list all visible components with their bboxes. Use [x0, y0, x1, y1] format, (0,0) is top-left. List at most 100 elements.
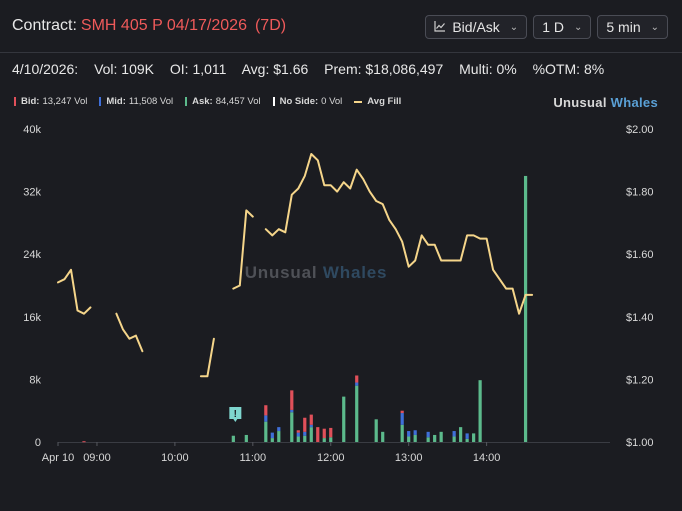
- chart-mode-dropdown[interactable]: Bid/Ask ⌄: [425, 15, 528, 39]
- stat-otm: %OTM: 8%: [532, 61, 605, 77]
- volume-bar-ask: [342, 396, 346, 442]
- stat-date: 4/10/2026:: [12, 61, 79, 77]
- legend-ask-label: Ask:: [192, 96, 213, 107]
- volume-bar-ask: [277, 431, 281, 442]
- y-right-tick-label: $1.60: [626, 249, 654, 261]
- volume-bar-ask: [433, 434, 437, 442]
- avg-fill-segment: [264, 153, 534, 315]
- volume-bar-mid: [309, 424, 313, 428]
- volume-bar-mid: [452, 431, 456, 437]
- contract-label: Contract:: [12, 17, 77, 34]
- chart-controls: Bid/Ask ⌄ 1 D ⌄ 5 min ⌄: [425, 15, 668, 39]
- volume-bar-mid: [413, 430, 417, 435]
- avg-fill-line: [57, 153, 534, 378]
- legend-mid[interactable]: Mid: 11,508 Vol: [99, 96, 173, 107]
- volume-bar-ask: [400, 424, 404, 442]
- volume-bar-bid: [400, 410, 404, 414]
- volume-bar-ask: [231, 435, 235, 442]
- options-volume-chart: Unusual Whales 0 8k 16k 24k 32k 40k $1.00 $1.2…: [23, 124, 654, 464]
- volume-bar-ask: [322, 438, 326, 442]
- y-axis-right: $1.00 $1.20 $1.40 $1.60 $1.80 $2.00: [626, 124, 654, 449]
- volume-bar-ask: [407, 436, 411, 442]
- volume-bar-mid: [355, 382, 359, 386]
- line-chart-icon: [434, 19, 446, 35]
- no-side-swatch: [272, 97, 275, 106]
- x-tick-label: 12:00: [317, 452, 345, 464]
- volume-bar-mid: [426, 431, 430, 438]
- legend-no-side-label: No Side:: [279, 96, 319, 107]
- x-tick-label: Apr 10: [42, 452, 74, 464]
- chevron-down-icon: ⌄: [509, 21, 519, 33]
- volume-bar-ask: [355, 385, 359, 442]
- y-left-tick-label: 24k: [23, 249, 41, 261]
- stats-row: 4/10/2026: Vol: 109K OI: 1,011 Avg: $1.6…: [12, 61, 616, 77]
- volume-bar-mid: [400, 413, 404, 425]
- legend-avg-fill-label: Avg Fill: [367, 96, 402, 107]
- volume-bar-ask: [439, 431, 443, 442]
- volume-bar-ask: [303, 435, 307, 442]
- legend-ask-value: 84,457 Vol: [215, 96, 261, 107]
- volume-bar-ask: [426, 437, 430, 442]
- annotation-marker[interactable]: !: [229, 407, 242, 422]
- volume-bar-bid: [309, 414, 313, 425]
- y-left-tick-label: 40k: [23, 124, 41, 136]
- y-right-tick-label: $2.00: [626, 124, 654, 136]
- x-tick-label: 09:00: [83, 452, 111, 464]
- annotation-badge: [229, 407, 242, 422]
- volume-bar-bid: [316, 427, 320, 442]
- y-axis-left: 0 8k 16k 24k 32k 40k: [23, 124, 41, 449]
- contract-symbol: SMH 405 P 04/17/2026: [80, 17, 247, 34]
- chart-legend: Bid: 13,247 Vol Mid: 11,508 Vol Ask: 84,…: [14, 96, 404, 107]
- volume-bar-ask: [413, 434, 417, 442]
- volume-bar-ask: [459, 427, 463, 442]
- volume-bar-ask: [523, 175, 528, 442]
- volume-bar-ask: [264, 421, 268, 442]
- volume-bar-bid: [296, 430, 300, 433]
- stat-volume: Vol: 109K: [94, 61, 154, 77]
- chart-mode-value: Bid/Ask: [452, 19, 500, 35]
- legend-bid-label: Bid:: [21, 96, 40, 107]
- avg-fill-segment: [57, 268, 92, 315]
- y-left-tick-label: 16k: [23, 312, 41, 324]
- legend-bid[interactable]: Bid: 13,247 Vol: [14, 96, 87, 107]
- legend-no-side-value: 0 Vol: [321, 96, 343, 107]
- x-tick-label: 10:00: [161, 452, 189, 464]
- chevron-down-icon: ⌄: [573, 21, 583, 33]
- mid-swatch: [99, 97, 102, 106]
- avg-fill-swatch: [354, 100, 363, 103]
- volume-bar-bid: [290, 390, 294, 410]
- interval-dropdown[interactable]: 5 min ⌄: [597, 15, 668, 39]
- ask-swatch: [185, 97, 188, 106]
- volume-bar-ask: [296, 436, 300, 442]
- volume-bar-bid: [329, 427, 333, 438]
- volume-bar-ask: [465, 438, 469, 442]
- legend-avg-fill[interactable]: Avg Fill: [354, 96, 404, 107]
- volume-bar-ask: [244, 434, 248, 442]
- range-dropdown[interactable]: 1 D ⌄: [533, 15, 592, 39]
- volume-bar-mid: [303, 431, 307, 436]
- x-axis: Apr 10 09:00 10:00 11:00 12:00 13:00 14:00: [42, 442, 610, 464]
- watermark: Unusual Whales: [245, 263, 387, 282]
- legend-mid-label: Mid:: [106, 96, 126, 107]
- stat-open-interest: OI: 1,011: [169, 61, 227, 77]
- top-bar: Contract: SMH 405 P 04/17/2026 (7D) Bid/As…: [0, 0, 682, 52]
- y-left-tick-label: 0: [35, 437, 41, 449]
- legend-bid-value: 13,247 Vol: [42, 96, 88, 107]
- legend-ask[interactable]: Ask: 84,457 Vol: [185, 96, 261, 107]
- y-right-tick-label: $1.00: [626, 437, 654, 449]
- x-tick-label: 13:00: [395, 452, 423, 464]
- brand-logo: Unusual Whales: [553, 95, 658, 110]
- volume-bar-bid: [82, 441, 86, 443]
- avg-fill-segment: [115, 312, 144, 353]
- volume-bar-ask: [478, 380, 482, 442]
- x-tick-label: 14:00: [473, 452, 501, 464]
- volume-bar-ask: [472, 433, 476, 442]
- legend-no-side[interactable]: No Side: 0 Vol: [272, 96, 343, 107]
- volume-bar-bid: [264, 405, 268, 416]
- volume-bar-mid: [270, 432, 274, 439]
- volume-bar-ask: [270, 438, 274, 442]
- volume-bar-ask: [381, 431, 385, 442]
- y-left-tick-label: 32k: [23, 187, 41, 199]
- volume-bar-mid: [264, 415, 268, 422]
- y-right-tick-label: $1.80: [626, 187, 654, 199]
